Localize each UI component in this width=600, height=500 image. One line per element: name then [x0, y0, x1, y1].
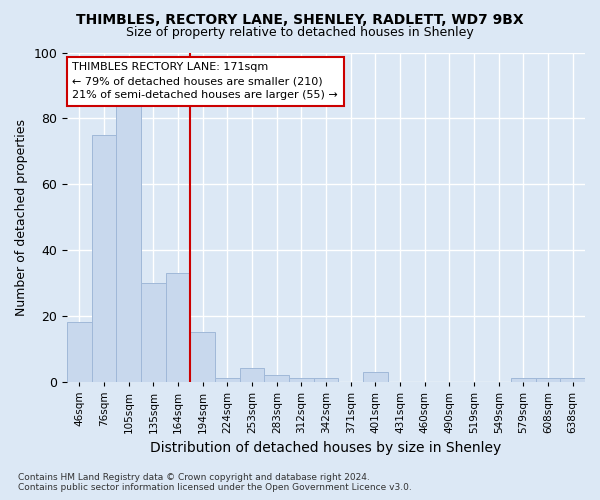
Text: THIMBLES RECTORY LANE: 171sqm
← 79% of detached houses are smaller (210)
21% of : THIMBLES RECTORY LANE: 171sqm ← 79% of d… [73, 62, 338, 100]
Bar [92, 135, 116, 382]
Text: Contains HM Land Registry data © Crown copyright and database right 2024.
Contai: Contains HM Land Registry data © Crown c… [18, 473, 412, 492]
Bar [536, 378, 560, 382]
Bar [215, 378, 240, 382]
Bar [314, 378, 338, 382]
Text: THIMBLES, RECTORY LANE, SHENLEY, RADLETT, WD7 9BX: THIMBLES, RECTORY LANE, SHENLEY, RADLETT… [76, 12, 524, 26]
Bar [116, 105, 141, 382]
Bar [363, 372, 388, 382]
Bar [166, 273, 190, 382]
Bar [67, 322, 92, 382]
X-axis label: Distribution of detached houses by size in Shenley: Distribution of detached houses by size … [151, 441, 502, 455]
Bar [289, 378, 314, 382]
Text: Size of property relative to detached houses in Shenley: Size of property relative to detached ho… [126, 26, 474, 39]
Bar [141, 283, 166, 382]
Y-axis label: Number of detached properties: Number of detached properties [15, 118, 28, 316]
Bar [560, 378, 585, 382]
Bar [240, 368, 265, 382]
Bar [265, 375, 289, 382]
Bar [190, 332, 215, 382]
Bar [511, 378, 536, 382]
